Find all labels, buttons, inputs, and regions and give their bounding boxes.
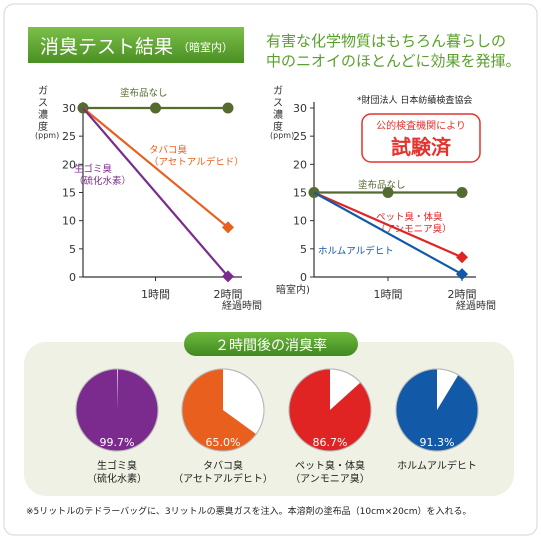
y-tick-label: 25 (62, 130, 76, 143)
pie-outline (75, 368, 159, 452)
data-point (456, 251, 468, 264)
series-label: ペット臭・体臭（アンモニア臭） (376, 211, 452, 235)
page-title: 消臭テスト結果 (40, 36, 173, 58)
data-point (382, 187, 394, 198)
data-point (456, 187, 468, 198)
x-tick-label: 1時間 (374, 288, 403, 301)
y-axis-label: ガス濃度 (38, 85, 48, 133)
pie-outline (288, 368, 372, 452)
chart-note: 暗室内) (276, 283, 310, 296)
certification-stamp (361, 113, 481, 163)
y-tick-label: 0 (69, 271, 76, 284)
x-tick-label: 2時間 (214, 288, 243, 301)
pie-outline (181, 368, 265, 452)
pie-category-label: タバコ臭（アセトアルデヒト） (173, 459, 273, 485)
pie-value-label: 65.0% (206, 436, 241, 449)
y-tick-label: 20 (293, 158, 307, 171)
y-tick-label: 30 (293, 102, 307, 115)
pie-category-label: ペット臭・体臭（アンモニア臭） (290, 459, 370, 485)
pie-value-label: 91.3% (420, 436, 455, 449)
y-axis-unit: (ppm) (35, 131, 59, 140)
series-label: 生ゴミ臭（硫化水素） (74, 163, 131, 187)
subtitle-line-1: 有害な化学物質はもちろん暮らしの (266, 32, 506, 50)
y-tick-label: 25 (293, 130, 307, 143)
x-tick-label: 1時間 (141, 288, 170, 301)
series-label: ホルムアルデヒト (318, 245, 394, 257)
data-point (222, 270, 234, 283)
y-tick-label: 0 (300, 271, 307, 284)
pie-title: ２時間後の消臭率 (215, 337, 327, 354)
pie-charts: 99.7% 生ゴミ臭（硫化水素） 65.0% タバコ臭（アセトアルデヒト） 86.7% ペ… (75, 368, 479, 485)
pie-value-label: 86.7% (313, 436, 348, 449)
footnote: ※5リットルのテドラーバッグに、3リットルの悪臭ガスを注入。本溶剤の塗布品（10… (26, 505, 472, 517)
x-axis-label: 経過時間 (222, 299, 262, 312)
y-tick-label: 30 (62, 102, 76, 115)
y-tick-label: 20 (62, 158, 76, 171)
y-tick-label: 5 (300, 243, 307, 256)
y-axis-unit: (ppm) (270, 131, 294, 140)
pie-category-label: ホルムアルデヒト (397, 459, 477, 472)
data-point (150, 102, 161, 114)
pie-slice (181, 369, 257, 452)
series-line (82, 107, 229, 278)
y-axis-label: ガス濃度 (273, 85, 283, 133)
series-label: タバコ臭（アセトアルデヒド） (149, 144, 244, 168)
pie-slice (76, 369, 159, 452)
pie-value-label: 99.7% (100, 436, 135, 449)
page-title-sub: （暗室内） (178, 40, 233, 54)
y-tick-label: 15 (293, 187, 307, 200)
data-point (456, 268, 468, 281)
certification-org: *財団法人 日本紡績検査協会 (357, 94, 472, 106)
y-tick-label: 5 (69, 243, 76, 256)
pie-outline (395, 368, 479, 452)
stamp-line-1: 公的検査機関により (376, 119, 466, 132)
series-label: 塗布品なし (358, 179, 406, 191)
x-axis-label: 経過時間 (456, 299, 496, 312)
data-point (222, 102, 234, 114)
series-line (313, 191, 463, 276)
pie-slice (395, 369, 478, 451)
stamp-line-2: 試験済 (391, 135, 452, 159)
subtitle-line-2: 中のニオイのほとんどに効果を発揮。 (266, 52, 521, 70)
series-line (82, 107, 229, 229)
pie-category-label: 生ゴミ臭（硫化水素） (87, 459, 147, 485)
pie-title-pill (184, 332, 358, 356)
y-tick-label: 10 (293, 215, 307, 228)
pie-slice (288, 369, 371, 451)
title-bar (28, 27, 244, 63)
y-tick-label: 10 (62, 215, 76, 228)
y-tick-label: 15 (62, 187, 76, 200)
x-tick-label: 2時間 (448, 288, 477, 301)
pie-panel (24, 342, 514, 496)
series-label: 塗布品なし (120, 87, 168, 99)
series-line (313, 191, 463, 259)
data-point (222, 221, 234, 234)
